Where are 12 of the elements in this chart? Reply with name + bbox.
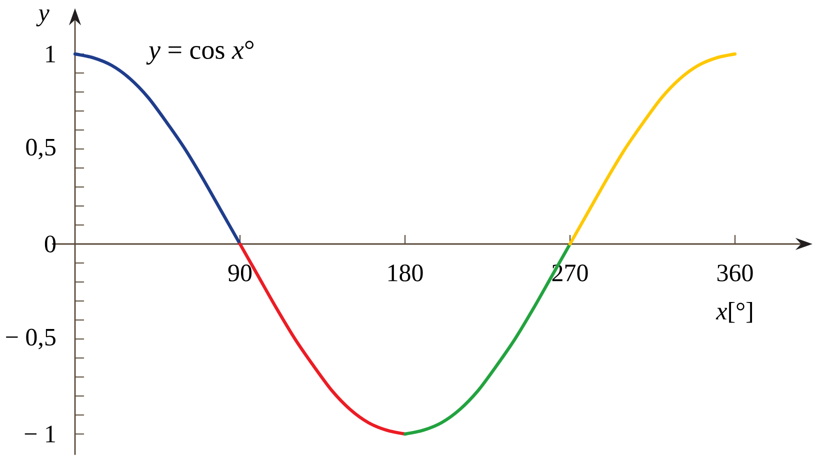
x-tick-label: 360	[717, 264, 753, 282]
y-tick-label: 1	[46, 46, 55, 62]
y-tick-label: − 0,5	[6, 328, 56, 350]
annotation: y = cos x°	[146, 40, 254, 65]
y-tick-label: 0	[44, 236, 56, 252]
x-tick-label: 180	[388, 264, 423, 282]
x-axis-title: x[°]	[716, 302, 752, 323]
y-tick-label: − 1	[24, 426, 55, 442]
x-tick-label: 90	[228, 264, 252, 282]
y-tick-label: 0,5	[26, 138, 56, 160]
y-axis-title: y	[36, 9, 50, 26]
line-series	[568, 52, 737, 246]
